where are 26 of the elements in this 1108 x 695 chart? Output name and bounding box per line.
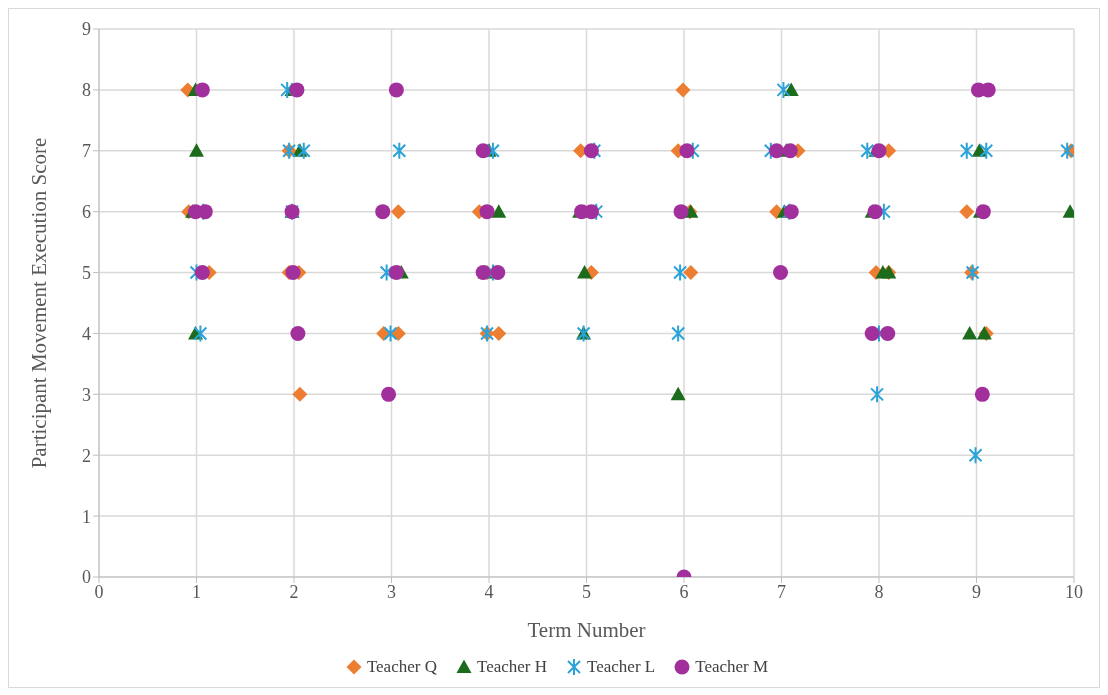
- x-axis-title: Term Number: [527, 618, 646, 642]
- y-tick-label: 6: [82, 202, 91, 223]
- x-tick-label: 8: [874, 581, 884, 602]
- x-tick-label: 2: [289, 581, 299, 602]
- legend-label: Teacher Q: [365, 657, 437, 677]
- y-tick-label: 4: [82, 323, 91, 344]
- legend-label: Teacher L: [586, 657, 656, 677]
- y-axis-title: Participant Movement Execution Score: [27, 137, 52, 469]
- x-tick-label: 5: [582, 581, 591, 602]
- y-tick-label: 1: [82, 506, 91, 527]
- y-tick-label: 5: [82, 262, 91, 283]
- y-tick-label: 3: [82, 384, 91, 405]
- y-tick-label: 9: [82, 19, 91, 40]
- x-tick-label: 7: [777, 581, 786, 602]
- x-tick-label: 10: [1065, 581, 1083, 602]
- y-tick-label: 8: [82, 80, 91, 101]
- y-tick-label: 2: [82, 445, 91, 466]
- x-tick-label: 3: [387, 581, 396, 602]
- legend-label: Teacher H: [475, 657, 548, 677]
- x-tick-label: 1: [192, 581, 201, 602]
- x-tick-label: 9: [972, 581, 981, 602]
- y-tick-label: 7: [82, 141, 91, 162]
- x-tick-label: 4: [484, 581, 494, 602]
- y-tick-label: 0: [82, 567, 91, 588]
- legend-label: Teacher M: [694, 657, 769, 677]
- x-tick-label: 6: [679, 581, 689, 602]
